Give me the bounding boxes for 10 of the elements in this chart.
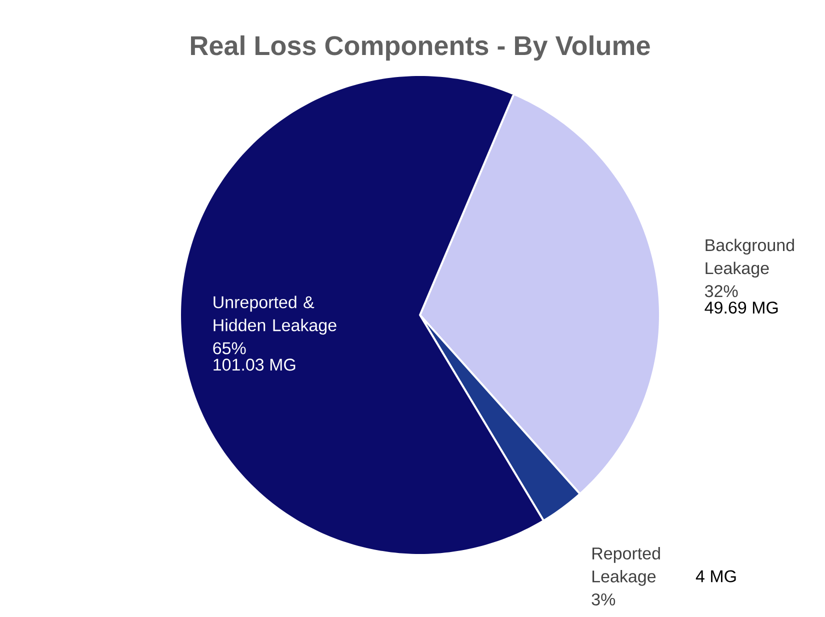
data-label: 32% [704, 285, 738, 298]
text: 49.69 MG [704, 302, 778, 314]
slice-label: Unreported & Hidden Leakage [214, 296, 336, 335]
data-label: 3% [592, 593, 616, 606]
slice-label: Background Leakage [706, 238, 794, 278]
text: 4 MG [696, 570, 736, 582]
data-label: 65% [213, 342, 246, 354]
chart-title: Real Loss Components - By Volume [191, 35, 650, 61]
slice-label: Reported Leakage [592, 547, 660, 586]
text: 101.03 MG [214, 358, 296, 371]
